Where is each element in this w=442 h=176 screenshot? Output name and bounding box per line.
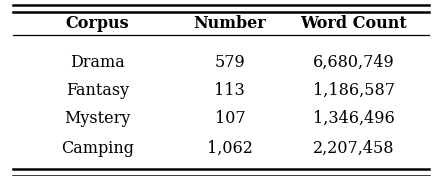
- Text: 2,207,458: 2,207,458: [313, 140, 394, 157]
- Text: 107: 107: [214, 110, 245, 127]
- Text: 113: 113: [214, 82, 245, 99]
- Text: 579: 579: [214, 54, 245, 71]
- Text: Camping: Camping: [61, 140, 134, 157]
- Text: 6,680,749: 6,680,749: [313, 54, 394, 71]
- Text: Word Count: Word Count: [300, 15, 407, 32]
- Text: Mystery: Mystery: [64, 110, 130, 127]
- Text: Corpus: Corpus: [65, 15, 129, 32]
- Text: Fantasy: Fantasy: [66, 82, 129, 99]
- Text: Number: Number: [194, 15, 266, 32]
- Text: Drama: Drama: [70, 54, 125, 71]
- Text: 1,346,496: 1,346,496: [313, 110, 394, 127]
- Text: 1,062: 1,062: [207, 140, 253, 157]
- Text: 1,186,587: 1,186,587: [312, 82, 395, 99]
